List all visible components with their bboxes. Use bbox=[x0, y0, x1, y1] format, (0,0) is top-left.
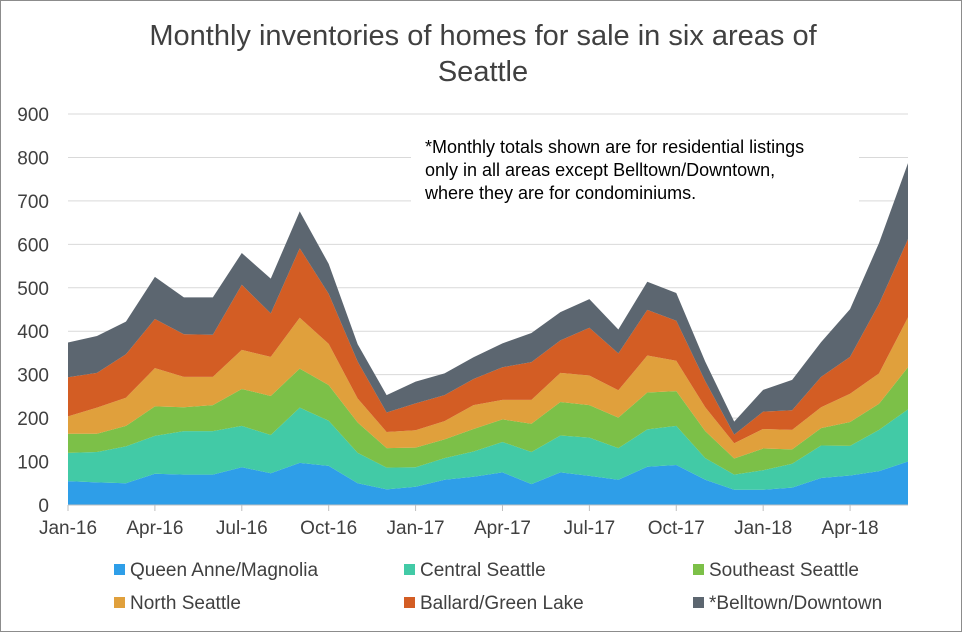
y-tick-label: 500 bbox=[17, 279, 49, 300]
x-tick-label: Jan-18 bbox=[734, 518, 792, 539]
legend-label-central-seattle: Central Seattle bbox=[420, 560, 546, 581]
y-tick-label: 600 bbox=[17, 235, 49, 256]
chart-title-line-1: Monthly inventories of homes for sale in… bbox=[149, 20, 817, 52]
x-tick-label: Jan-16 bbox=[39, 518, 97, 539]
y-tick-label: 200 bbox=[17, 409, 49, 430]
x-tick-label: Apr-17 bbox=[474, 518, 531, 539]
legend-swatch-ballard-green-lake bbox=[404, 597, 415, 608]
annotation-line-2: only in all areas except Belltown/Downto… bbox=[425, 160, 775, 180]
x-tick-label: Jul-16 bbox=[216, 518, 268, 539]
x-tick-label: Oct-17 bbox=[648, 518, 705, 539]
legend-label-north-seattle: North Seattle bbox=[130, 593, 241, 614]
area-series-southeast-seattle bbox=[68, 367, 908, 475]
legend: Queen Anne/Magnolia Central Seattle Southe… bbox=[114, 560, 882, 614]
x-tick-label: Apr-16 bbox=[126, 518, 183, 539]
annotation-background bbox=[411, 129, 859, 209]
chart-title-line-2: Seattle bbox=[438, 56, 528, 88]
chart-title: Monthly inventories of homes for sale in… bbox=[149, 20, 817, 88]
y-tick-label: 100 bbox=[17, 453, 49, 474]
y-tick-label: 0 bbox=[38, 496, 49, 517]
x-tick-label: Jul-17 bbox=[564, 518, 616, 539]
legend-label-southeast-seattle: Southeast Seattle bbox=[709, 560, 859, 581]
y-tick-label: 900 bbox=[17, 105, 49, 126]
x-tick-label: Oct-16 bbox=[300, 518, 357, 539]
y-tick-label: 700 bbox=[17, 192, 49, 213]
x-tick-label: Apr-18 bbox=[822, 518, 879, 539]
legend-label-ballard-green-lake: Ballard/Green Lake bbox=[420, 593, 584, 614]
legend-swatch-belltown-downtown bbox=[693, 597, 704, 608]
x-tick-label: Jan-17 bbox=[387, 518, 445, 539]
legend-swatch-southeast-seattle bbox=[693, 564, 704, 575]
legend-label-belltown-downtown: *Belltown/Downtown bbox=[709, 593, 882, 614]
area-series-north-seattle bbox=[68, 317, 908, 459]
area-series-ballard-green-lake bbox=[68, 239, 908, 444]
y-axis: 0 100 200 300 400 500 600 700 800 900 bbox=[17, 105, 49, 517]
legend-swatch-north-seattle bbox=[114, 597, 125, 608]
legend-label-queen-anne-magnolia: Queen Anne/Magnolia bbox=[130, 560, 318, 581]
y-tick-label: 300 bbox=[17, 366, 49, 387]
area-series bbox=[68, 163, 908, 505]
annotation-line-3: where they are for condominiums. bbox=[424, 183, 696, 203]
y-tick-label: 400 bbox=[17, 322, 49, 343]
legend-swatch-central-seattle bbox=[404, 564, 415, 575]
x-axis: Jan-16 Apr-16 Jul-16 Oct-16 Jan-17 Apr-17 Jul-… bbox=[39, 504, 908, 539]
area-series-queen-anne-magnolia bbox=[68, 461, 908, 505]
legend-swatch-queen-anne-magnolia bbox=[114, 564, 125, 575]
annotation-note: *Monthly totals shown are for residentia… bbox=[411, 129, 859, 209]
annotation-line-1: *Monthly totals shown are for residentia… bbox=[425, 137, 804, 157]
y-tick-label: 800 bbox=[17, 148, 49, 169]
area-series-central-seattle bbox=[68, 407, 908, 490]
